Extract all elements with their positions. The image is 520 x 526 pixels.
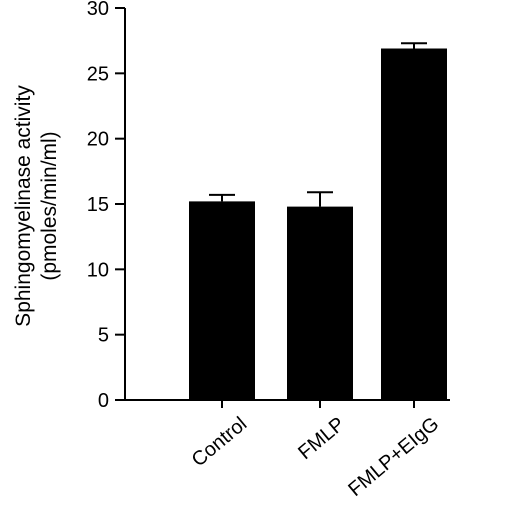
y-axis-title: Sphingomyelinase activity (pmoles/min/ml… <box>12 85 61 327</box>
y-tick-label-25: 25 <box>87 63 109 85</box>
category-label-0: Control <box>188 413 252 471</box>
bar-2 <box>381 48 447 401</box>
y-tick-label-10: 10 <box>87 259 109 281</box>
bar-0 <box>189 201 255 400</box>
y-tick-label-15: 15 <box>87 194 109 216</box>
y-axis-title-line2: (pmoles/min/ml) <box>38 131 61 280</box>
y-tick-label-20: 20 <box>87 129 109 151</box>
y-tick-label-5: 5 <box>98 325 109 347</box>
y-tick-label-0: 0 <box>98 390 109 412</box>
category-label-2: FMLP+EIgG <box>344 413 443 501</box>
y-axis-title-line1: Sphingomyelinase activity <box>12 85 35 327</box>
y-tick-label-30: 30 <box>87 0 109 20</box>
bar-1 <box>287 206 353 400</box>
category-label-1: FMLP <box>294 413 349 464</box>
